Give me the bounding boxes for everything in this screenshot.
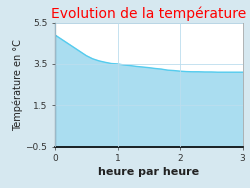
Title: Evolution de la température: Evolution de la température <box>51 7 246 21</box>
X-axis label: heure par heure: heure par heure <box>98 168 199 177</box>
Y-axis label: Température en °C: Température en °C <box>12 39 23 130</box>
